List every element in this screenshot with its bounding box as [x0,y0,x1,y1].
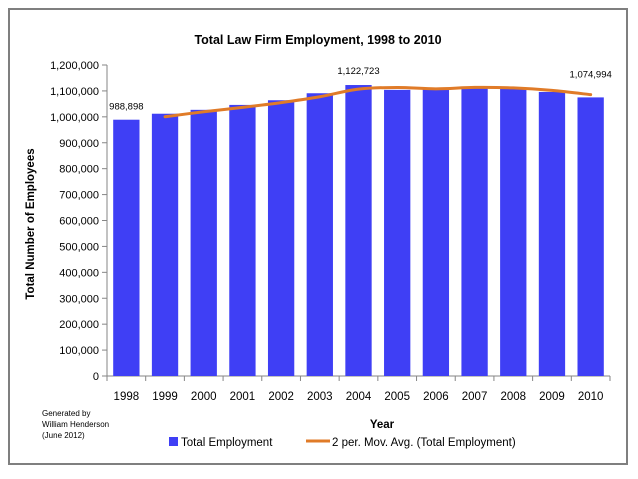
data-label-2010: 1,074,994 [570,69,612,80]
chart-frame: Total Law Firm Employment, 1998 to 2010 0… [8,8,628,465]
y-tick-label-0: 0 [93,371,99,383]
moving-average-line [163,85,593,119]
bar-2006 [422,87,450,376]
data-label-1998: 988,898 [109,102,143,113]
x-axis-label: Year [370,419,395,431]
bar-2009 [538,91,566,376]
employment-chart: Total Law Firm Employment, 1998 to 2010 0… [25,33,612,449]
credit-line-3: (June 2012) [42,431,85,440]
y-tick-label-4: 400,000 [59,267,99,279]
y-tick-label-8: 800,000 [59,164,99,176]
bar-2008 [500,88,527,377]
bar-2003 [306,93,333,376]
y-tick-label-12: 1,200,000 [50,60,99,72]
bar-2004 [345,85,372,377]
chart-title: Total Law Firm Employment, 1998 to 2010 [194,33,441,47]
y-tick-label-1: 100,000 [59,345,99,357]
x-tick-label-1998: 1998 [114,391,140,403]
credit-line-2: William Henderson [42,420,110,429]
legend-label-line: 2 per. Mov. Avg. (Total Employment) [332,437,516,449]
bar-2000 [190,109,217,377]
legend-label-bars: Total Employment [181,437,273,449]
y-tick-label-9: 900,000 [59,138,99,150]
data-label-2004: 1,122,723 [337,66,379,77]
bar-2001 [229,104,256,376]
bar-1998 [113,119,140,376]
x-tick-label-2008: 2008 [500,391,526,403]
x-tick-label-2003: 2003 [307,391,333,403]
x-tick-label-2001: 2001 [230,391,256,403]
bar-2010 [577,97,604,376]
y-tick-label-10: 1,000,000 [50,112,99,124]
y-tick-label-11: 1,100,000 [50,86,99,98]
y-tick-label-5: 500,000 [59,241,99,253]
bar-2007 [461,87,488,376]
x-tick-label-2010: 2010 [578,391,604,403]
x-tick-label-2002: 2002 [268,391,294,403]
x-tick-label-2004: 2004 [346,391,372,403]
x-tick-label-2005: 2005 [384,391,410,403]
y-tick-label-3: 300,000 [59,293,99,305]
y-tick-label-6: 600,000 [59,216,99,228]
legend-swatch-bars [169,437,178,446]
credit-line-1: Generated by [42,409,91,418]
bar-2002 [267,100,295,376]
y-tick-label-2: 200,000 [59,319,99,331]
y-tick-label-7: 700,000 [59,190,99,202]
x-tick-label-1999: 1999 [152,391,178,403]
bar-1999 [151,113,179,377]
x-tick-label-2007: 2007 [462,391,488,403]
y-axis-label: Total Number of Employees [25,148,37,299]
bar-2005 [384,89,411,376]
x-tick-label-2009: 2009 [539,391,565,403]
x-tick-label-2006: 2006 [423,391,449,403]
x-tick-label-2000: 2000 [191,391,217,403]
